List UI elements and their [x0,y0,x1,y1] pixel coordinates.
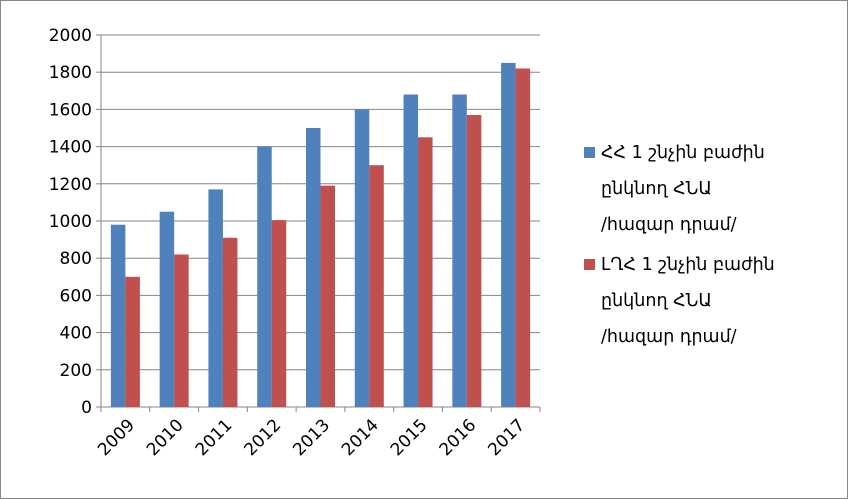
x-tick-label: 2015 [387,415,432,460]
bar-series-2-2017 [515,68,531,407]
bar-series-1-2014 [354,109,370,408]
x-tick-label: 2016 [436,415,481,460]
x-tick-label: 2009 [94,415,139,460]
bar-series-2-2014 [369,165,384,407]
y-tick-label: 1200 [49,175,92,195]
y-tick-label: 1400 [49,138,92,158]
y-tick-label: 600 [60,286,92,306]
bar-series-2-2016 [466,114,482,407]
y-tick-label: 0 [81,398,92,418]
bar-series-1-2017 [501,62,516,408]
x-axis-ticks: 2009 2010 2011 2012 2013 2014 2015 2016 2017 [94,415,529,460]
legend-label-line: ՀՀ 1 շնչին բաժին [601,143,765,163]
bar-series-1-2016 [452,94,467,408]
y-tick-label: 400 [60,324,92,344]
bar-series-2-2013 [320,185,335,407]
legend-label-line: /հազար դրամ/ [601,327,737,347]
bar-series-2-2015 [418,137,433,408]
y-tick-label: 1600 [49,100,92,120]
bar-series-2-2011 [222,237,238,407]
legend-label-line: ընկնող ՀՆԱ [601,179,712,199]
bar-series-1-2009 [110,224,126,407]
y-tick-label: 1000 [49,212,92,232]
x-tick-label: 2011 [192,415,237,460]
bar-series-1-2015 [403,94,419,408]
x-tick-label: 2013 [289,415,334,460]
bar-series-2-2009 [125,276,140,407]
bar-series-1-2010 [159,211,175,407]
y-axis-ticks: 0 200 400 600 800 1000 1200 1400 1600 1800 2000 [49,26,92,418]
y-tick-label: 2000 [49,26,92,46]
y-tick-label: 800 [60,249,92,269]
x-tick-label: 2012 [241,415,286,460]
legend-label-line: ԼՂՀ 1 շնչին բաժին [601,255,775,275]
legend-swatch [584,147,595,158]
bar-series-2-2012 [271,220,287,407]
legend-label-line: ընկնող ՀՆԱ [601,291,712,311]
x-tick-label: 2017 [484,415,529,460]
x-tick-label: 2014 [338,415,383,460]
y-tick-label: 1800 [49,63,92,83]
bar-series-1-2013 [306,128,321,407]
legend: ՀՀ 1 շնչին բաժին ընկնող ՀՆԱ/հազար դրամ/ԼՂ… [584,143,775,347]
y-tick-label: 200 [60,361,92,381]
x-tick-label: 2010 [143,415,188,460]
bar-series-1-2011 [208,189,223,407]
bar-series-2-2010 [174,254,189,407]
legend-label-line: /հազար դրամ/ [601,215,737,235]
bar-series-1-2012 [257,146,272,407]
bars [110,62,531,408]
legend-swatch [584,259,595,270]
